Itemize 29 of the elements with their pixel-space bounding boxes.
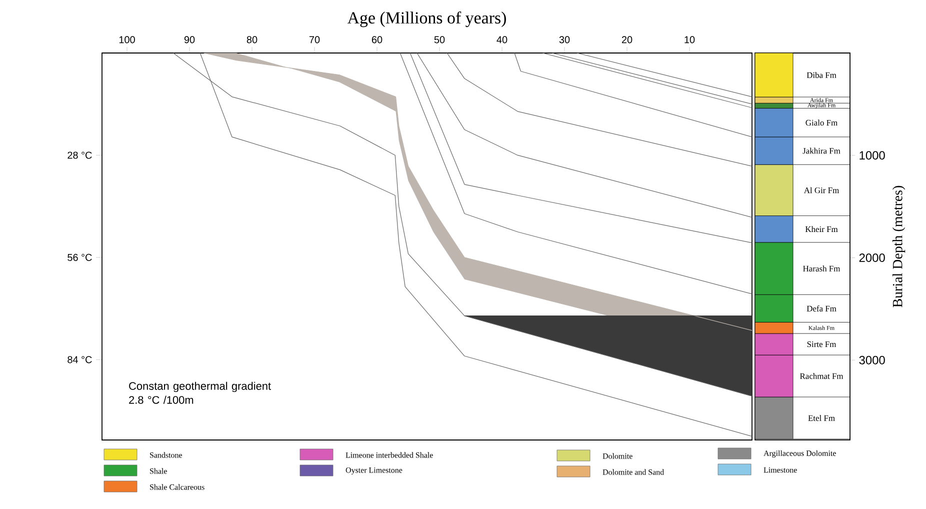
x-axis-title: Age (Millions of years) bbox=[347, 11, 506, 28]
x-tick-label: 10 bbox=[684, 36, 695, 44]
x-tick-label: 100 bbox=[119, 36, 135, 44]
y-tick-label: 1000 bbox=[860, 151, 885, 160]
y-tick-label: 84 °C bbox=[68, 356, 92, 364]
x-tick-label: 60 bbox=[372, 36, 382, 44]
y-tick-label: 3000 bbox=[859, 356, 885, 364]
series-label: Harash Fm bbox=[803, 266, 840, 272]
series-label: Defa Fm bbox=[806, 305, 836, 312]
x-tick-label: 50 bbox=[434, 36, 445, 44]
y-tick-label: 2000 bbox=[859, 254, 885, 262]
x-tick-label: 70 bbox=[309, 36, 320, 44]
x-tick-label: 40 bbox=[496, 36, 508, 44]
series-label: Sirte Fm bbox=[807, 341, 836, 348]
y-tick-label: 28 °C bbox=[68, 152, 92, 159]
series-label: Etel Fm bbox=[808, 415, 835, 421]
x-tick-label: 20 bbox=[622, 36, 632, 44]
series-label: Jakhira Fm bbox=[802, 148, 840, 154]
series-label: Gialo Fm bbox=[806, 120, 838, 126]
x-tick-label: 30 bbox=[559, 36, 570, 44]
y-tick-label: 56 °C bbox=[68, 254, 92, 261]
annotation: Constan geothermal gradient 2.8 °C /100m bbox=[129, 382, 271, 404]
x-tick-label: 90 bbox=[184, 36, 195, 44]
series-label: Diba Fm bbox=[806, 72, 836, 78]
series-label: Kheir Fm bbox=[805, 226, 838, 232]
series-label: Rachmat Fm bbox=[800, 373, 844, 379]
y-axis-title: Burial Depth (metres) bbox=[892, 186, 906, 308]
x-tick-label: 80 bbox=[246, 36, 258, 44]
series-label: Al Gir Fm bbox=[804, 187, 840, 194]
